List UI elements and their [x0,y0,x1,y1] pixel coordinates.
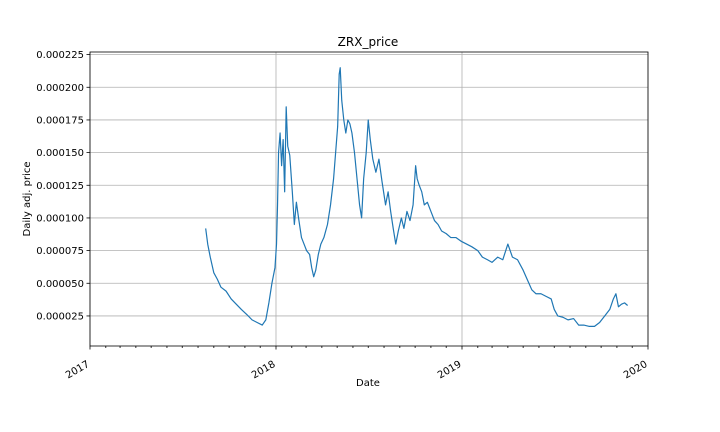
y-tick-label: 0.000200 [36,83,84,94]
x-axis-title: Date [356,378,380,389]
x-tick-label: 2018 [250,359,278,381]
x-tick-label: 2019 [436,359,464,381]
series-layer [205,67,629,327]
x-tick-label: 2020 [622,359,650,381]
axes-frame [89,51,649,347]
x-tick-label: 2017 [64,359,92,381]
plot-frame [89,51,649,347]
grid-layer [89,52,649,346]
series-line-0 [205,67,629,327]
y-tick-label: 0.000100 [36,213,84,224]
chart-title: ZRX_price [338,35,399,49]
tick-layer: 0.000025 0.000050 0.000075 0.000100 0.000125… [36,50,649,381]
y-tick-label: 0.000025 [36,311,84,322]
y-tick-label: 0.000075 [36,246,84,257]
y-axis-title: Daily adj. price [22,162,33,237]
y-tick-label: 0.000050 [36,279,84,290]
y-tick-label: 0.000225 [36,50,84,61]
y-tick-label: 0.000150 [36,148,84,159]
y-tick-label: 0.000125 [36,181,84,192]
y-tick-label: 0.000175 [36,115,84,126]
